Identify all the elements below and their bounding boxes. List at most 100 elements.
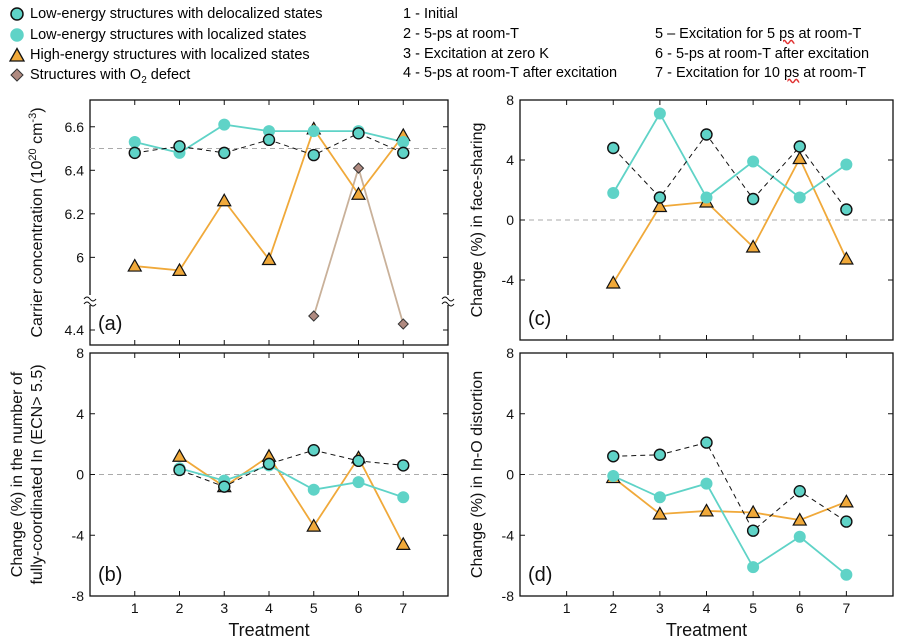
y-tick-label: 0 bbox=[506, 467, 514, 483]
data-point-high_loc bbox=[792, 150, 808, 165]
y-tick-label: 0 bbox=[506, 212, 514, 228]
panel-label: (d) bbox=[528, 564, 552, 586]
y-tick-label: 4 bbox=[506, 406, 514, 422]
data-point-high_loc bbox=[216, 193, 232, 207]
x-tick-label: 6 bbox=[355, 600, 363, 616]
circle-marker-icon bbox=[10, 7, 24, 21]
axis-break-gap bbox=[84, 295, 96, 305]
y-axis-label: Change (%) in In-O distortion bbox=[469, 371, 486, 578]
data-point-low_deloc bbox=[218, 146, 231, 160]
data-point-low_loc bbox=[307, 483, 320, 496]
y-tick-label: 4.4 bbox=[65, 322, 85, 338]
data-point-low_deloc bbox=[653, 448, 667, 461]
data-point-low_loc bbox=[218, 118, 231, 131]
y-axis-label: Change (%) in the number of bbox=[9, 371, 26, 577]
x-tick-label: 2 bbox=[609, 600, 617, 616]
x-tick-label: 5 bbox=[310, 600, 318, 616]
data-point-high_loc bbox=[838, 251, 854, 265]
circle-marker-icon bbox=[10, 28, 24, 42]
axis-break-mark bbox=[441, 296, 455, 302]
data-point-low_deloc bbox=[397, 459, 410, 472]
data-point-low_deloc bbox=[653, 191, 667, 204]
series-line-low_loc bbox=[612, 475, 847, 576]
data-point-high_loc bbox=[605, 275, 621, 289]
data-point-low_loc bbox=[397, 136, 410, 148]
data-point-high_loc bbox=[745, 504, 761, 519]
data-point-high_loc bbox=[306, 518, 322, 532]
data-point-high_loc bbox=[652, 198, 668, 213]
y-tick-label: 6 bbox=[76, 249, 84, 265]
data-point-low_deloc bbox=[793, 485, 806, 498]
series-line-high_loc bbox=[612, 476, 847, 521]
data-point-high_loc bbox=[171, 262, 188, 277]
treatment-5: 5 – Excitation for 5 ps at room-T bbox=[655, 26, 862, 42]
data-point-low_deloc bbox=[840, 203, 853, 216]
data-point-high_loc bbox=[171, 448, 188, 462]
data-point-low_deloc bbox=[607, 450, 620, 463]
legend-label: Low-energy structures with localized sta… bbox=[30, 27, 307, 43]
data-point-high_loc bbox=[792, 512, 808, 526]
data-point-high_loc bbox=[350, 186, 367, 200]
data-point-low_deloc bbox=[607, 141, 620, 155]
x-tick-label: 2 bbox=[176, 600, 184, 616]
data-point-low_loc bbox=[607, 470, 620, 483]
x-tick-label: 7 bbox=[842, 600, 850, 616]
chart-panel-a: 6.6 6.4 6.2 6 4.4 (a) Carrier concentration (1… bbox=[27, 99, 455, 346]
data-point-low_deloc bbox=[746, 192, 760, 206]
x-tick-label: 7 bbox=[399, 600, 407, 616]
data-point-low_deloc bbox=[173, 463, 186, 477]
chart-panel-c: 8 4 0 -4 (c) Change (%) in face-sharing bbox=[469, 92, 894, 341]
chart-panel-d: 8 4 0 -4 -8 1 2 3 4 5 6 7 (d) Treatment Change (%) in … bbox=[469, 345, 894, 640]
series-line-low_deloc bbox=[179, 449, 404, 488]
data-point-low_deloc bbox=[262, 457, 276, 471]
diamond-marker-icon bbox=[10, 68, 24, 82]
y-tick-label: 8 bbox=[76, 345, 84, 361]
treatment-6: 6 - 5-ps at room-T after excitation bbox=[655, 46, 870, 62]
data-point-low_loc bbox=[840, 568, 853, 581]
x-tick-label: 4 bbox=[703, 600, 711, 616]
data-point-low_deloc bbox=[307, 444, 320, 457]
data-point-low_loc bbox=[397, 491, 410, 504]
data-point-low_loc bbox=[700, 191, 713, 204]
series-line-low_deloc bbox=[613, 442, 847, 532]
panel-label: (b) bbox=[98, 564, 122, 586]
legend: Low-energy structures with delocalized s… bbox=[0, 0, 897, 90]
data-point-low_loc bbox=[840, 158, 853, 171]
data-point-low_deloc bbox=[793, 140, 806, 153]
data-point-low_loc bbox=[747, 561, 760, 574]
data-point-low_loc bbox=[607, 187, 620, 199]
x-tick-label: 5 bbox=[749, 600, 757, 616]
data-point-low_deloc bbox=[700, 128, 713, 141]
legend-label: High-energy structures with localized st… bbox=[30, 47, 310, 63]
data-point-low_loc bbox=[747, 155, 760, 168]
series-line-high_loc bbox=[612, 156, 848, 284]
data-point-low_loc bbox=[793, 530, 806, 543]
y-tick-label: 6.2 bbox=[65, 206, 85, 222]
triangle-marker-icon bbox=[8, 47, 26, 62]
data-point-low_deloc bbox=[700, 436, 713, 449]
treatment-1: 1 - Initial bbox=[403, 6, 458, 22]
legend-label: Low-energy structures with delocalized s… bbox=[30, 6, 323, 22]
data-point-low_loc bbox=[352, 476, 365, 489]
treatment-2: 2 - 5-ps at room-T bbox=[403, 26, 520, 42]
y-axis-label: fully-coordinated In (ECN> 5.5) bbox=[29, 364, 46, 584]
chart-panel-b: 8 4 0 -4 -8 1 2 3 4 5 6 7 (b) Treatment Change (%) in … bbox=[9, 345, 449, 640]
y-tick-label: 8 bbox=[506, 345, 514, 361]
axis-break-mark bbox=[441, 301, 455, 307]
x-tick-label: 1 bbox=[563, 600, 571, 616]
x-tick-label: 3 bbox=[656, 600, 664, 616]
series-line-high_loc bbox=[178, 455, 405, 545]
data-point-low_loc bbox=[128, 136, 141, 148]
data-point-high_loc bbox=[698, 503, 715, 517]
data-point-high_loc bbox=[652, 506, 668, 520]
axis-break-gap bbox=[442, 295, 454, 305]
data-point-low_deloc bbox=[128, 146, 141, 160]
x-axis-label: Treatment bbox=[666, 620, 747, 640]
data-point-low_loc bbox=[700, 477, 713, 490]
data-point-low_deloc bbox=[218, 480, 231, 493]
axis-break-mark bbox=[83, 296, 97, 302]
x-axis-label: Treatment bbox=[228, 620, 309, 640]
data-point-high_loc bbox=[838, 494, 854, 508]
treatment-7: 7 - Excitation for 10 ps at room-T bbox=[655, 65, 867, 81]
